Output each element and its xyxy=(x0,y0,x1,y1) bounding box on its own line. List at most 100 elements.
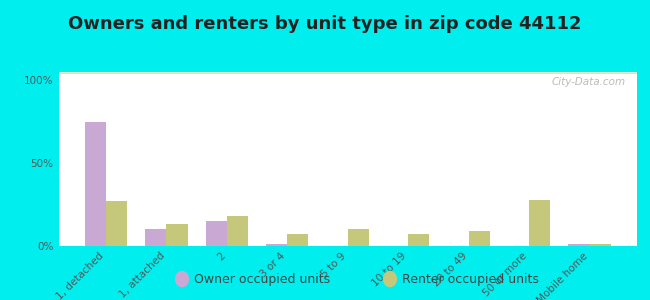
Bar xyxy=(58,72,637,73)
Bar xyxy=(58,73,637,74)
Text: City-Data.com: City-Data.com xyxy=(551,77,625,87)
Bar xyxy=(58,72,637,73)
Bar xyxy=(58,72,637,73)
Bar xyxy=(58,72,637,73)
Bar xyxy=(58,73,637,74)
Bar xyxy=(58,73,637,74)
Bar xyxy=(58,72,637,73)
Bar xyxy=(58,73,637,74)
Bar xyxy=(58,73,637,74)
Bar xyxy=(58,73,637,74)
Bar xyxy=(58,73,637,74)
Bar xyxy=(58,72,637,73)
Bar xyxy=(58,73,637,74)
Bar xyxy=(58,72,637,73)
Bar xyxy=(58,72,637,73)
Bar xyxy=(58,73,637,74)
Bar xyxy=(58,72,637,73)
Bar xyxy=(58,72,637,73)
Bar xyxy=(58,72,637,73)
Bar xyxy=(58,72,637,73)
Bar xyxy=(58,73,637,74)
Bar xyxy=(58,73,637,74)
Bar xyxy=(58,72,637,73)
Bar xyxy=(58,73,637,74)
Bar xyxy=(58,73,637,74)
Bar xyxy=(58,72,637,73)
Bar xyxy=(58,72,637,73)
Bar xyxy=(58,73,637,74)
Bar xyxy=(58,73,637,74)
Bar xyxy=(58,73,637,74)
Bar xyxy=(166,224,188,246)
Bar xyxy=(58,72,637,73)
Bar xyxy=(58,73,637,74)
Bar xyxy=(287,234,309,246)
Bar xyxy=(58,72,637,73)
Bar xyxy=(58,73,637,74)
Bar xyxy=(58,73,637,74)
Bar xyxy=(58,72,637,73)
Bar xyxy=(58,73,637,74)
Bar xyxy=(529,200,551,246)
Bar xyxy=(58,73,637,74)
Bar xyxy=(58,73,637,74)
Bar xyxy=(58,73,637,74)
Bar xyxy=(58,72,637,73)
Bar xyxy=(58,73,637,74)
Bar xyxy=(58,72,637,73)
Bar xyxy=(58,72,637,73)
Bar xyxy=(58,72,637,73)
Bar xyxy=(58,73,637,74)
Bar xyxy=(205,221,227,246)
Text: Renter occupied units: Renter occupied units xyxy=(402,272,539,286)
Bar xyxy=(58,72,637,73)
Bar xyxy=(58,73,637,74)
Bar xyxy=(58,72,637,73)
Bar xyxy=(58,72,637,73)
Bar xyxy=(58,72,637,73)
Bar xyxy=(58,72,637,73)
Bar xyxy=(58,73,637,74)
Bar xyxy=(58,72,637,73)
Bar xyxy=(266,244,287,246)
Bar xyxy=(58,72,637,73)
Bar xyxy=(58,73,637,74)
Bar xyxy=(58,72,637,73)
Bar xyxy=(58,72,637,73)
Bar xyxy=(58,73,637,74)
Bar xyxy=(58,73,637,74)
Bar xyxy=(590,244,611,246)
Bar xyxy=(58,73,637,74)
Bar xyxy=(58,73,637,74)
Bar xyxy=(58,73,637,74)
Bar xyxy=(58,72,637,73)
Bar xyxy=(58,73,637,74)
Bar xyxy=(58,73,637,74)
Bar xyxy=(58,72,637,73)
Bar xyxy=(58,72,637,73)
Bar xyxy=(227,216,248,246)
Bar xyxy=(58,72,637,73)
Bar xyxy=(58,73,637,74)
Bar xyxy=(58,73,637,74)
Bar xyxy=(58,72,637,73)
Bar xyxy=(58,72,637,73)
Bar xyxy=(58,72,637,73)
Bar xyxy=(58,72,637,73)
Bar xyxy=(58,73,637,74)
Bar xyxy=(58,73,637,74)
Bar xyxy=(58,72,637,73)
Bar xyxy=(58,73,637,74)
Bar xyxy=(58,72,637,73)
Bar xyxy=(58,72,637,73)
Bar xyxy=(58,72,637,73)
Bar xyxy=(58,73,637,74)
Bar xyxy=(58,73,637,74)
Bar xyxy=(58,73,637,74)
Bar xyxy=(58,72,637,73)
Bar xyxy=(58,72,637,73)
Bar xyxy=(58,72,637,73)
Bar xyxy=(469,231,490,246)
Bar xyxy=(58,72,637,73)
